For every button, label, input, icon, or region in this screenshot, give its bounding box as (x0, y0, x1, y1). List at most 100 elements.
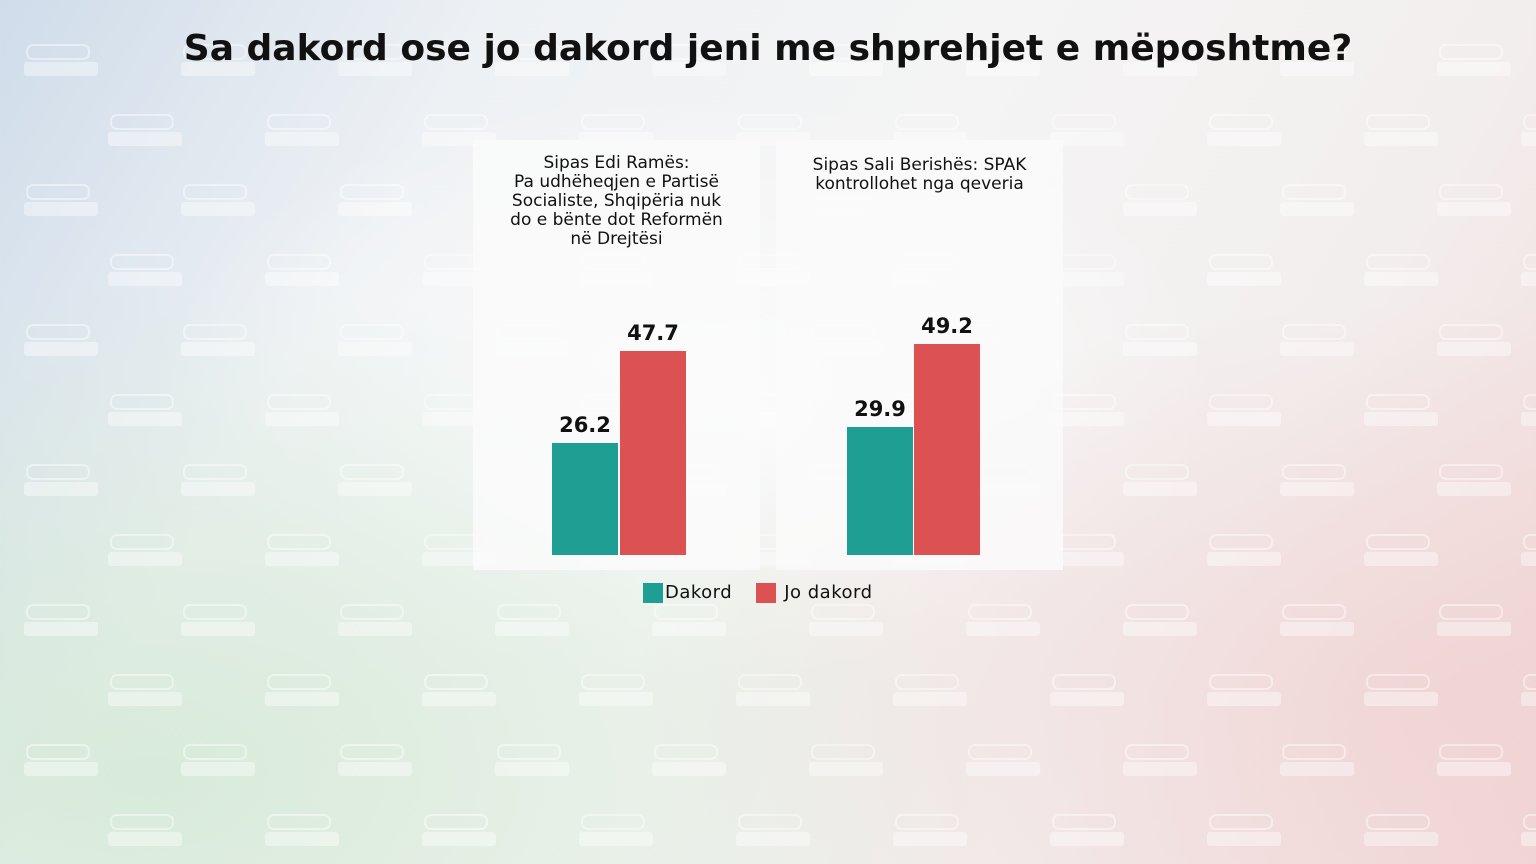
legend-swatch-jo-dakord (756, 582, 777, 603)
watermark-logo (24, 180, 102, 220)
watermark-logo (181, 600, 259, 640)
legend-label-dakord: Dakord (665, 582, 733, 603)
panel-rama: Sipas Edi Ramës: Pa udhëheqjen e Partisë… (473, 140, 760, 570)
watermark-logo (1280, 180, 1358, 220)
watermark-logo (422, 670, 500, 710)
watermark-logo (1123, 600, 1201, 640)
watermark-logo (893, 670, 971, 710)
watermark-logo (1521, 530, 1536, 570)
watermark-logo (1364, 250, 1442, 290)
watermark-logo (1050, 670, 1128, 710)
watermark-logo (966, 600, 1044, 640)
chart-title: Sa dakord ose jo dakord jeni me shprehje… (183, 28, 1353, 69)
watermark-logo (579, 670, 657, 710)
panel-berisha: Sipas Sali Berishës: SPAK kontrollohet n… (776, 140, 1063, 570)
watermark-logo (181, 40, 259, 80)
watermark-logo (652, 40, 730, 80)
watermark-logo (1437, 460, 1515, 500)
watermark-logo (338, 320, 416, 360)
watermark-logo (1123, 740, 1201, 780)
watermark-logo (181, 740, 259, 780)
watermark-logo (736, 810, 814, 850)
legend-label-jo-dakord: Jo dakord (784, 582, 873, 603)
watermark-logo (1364, 390, 1442, 430)
watermark-logo (1207, 250, 1285, 290)
watermark-logo (495, 600, 573, 640)
watermark-logo (338, 600, 416, 640)
data-label: 26.2 (559, 412, 611, 437)
watermark-logo (108, 390, 186, 430)
watermark-logo (1364, 670, 1442, 710)
watermark-logo (265, 390, 343, 430)
watermark-logo (1521, 390, 1536, 430)
watermark-logo (809, 40, 887, 80)
watermark-logo (108, 670, 186, 710)
watermark-logo (579, 810, 657, 850)
watermark-logo (1437, 740, 1515, 780)
watermark-logo (24, 600, 102, 640)
watermark-logo (652, 600, 730, 640)
legend-swatch-dakord (643, 582, 663, 603)
watermark-logo (1521, 670, 1536, 710)
watermark-logo (181, 180, 259, 220)
watermark-logo (1364, 530, 1442, 570)
watermark-logo (1207, 530, 1285, 570)
watermark-logo (338, 460, 416, 500)
watermark-logo (338, 40, 416, 80)
watermark-logo (736, 670, 814, 710)
legend: Dakord Jo dakord (643, 582, 873, 603)
watermark-logo (495, 740, 573, 780)
watermark-logo (108, 250, 186, 290)
watermark-logo (1280, 40, 1358, 80)
data-label: 47.7 (627, 320, 679, 345)
watermark-logo (1280, 740, 1358, 780)
watermark-logo (24, 320, 102, 360)
watermark-logo (1123, 460, 1201, 500)
watermark-logo (265, 810, 343, 850)
watermark-logo (265, 110, 343, 150)
watermark-logo (1280, 460, 1358, 500)
watermark-logo (495, 40, 573, 80)
watermark-logo (24, 460, 102, 500)
watermark-logo (1050, 810, 1128, 850)
watermark-logo (265, 530, 343, 570)
watermark-logo (1521, 810, 1536, 850)
watermark-logo (1050, 110, 1128, 150)
watermark-logo (108, 110, 186, 150)
watermark-logo (1207, 810, 1285, 850)
watermark-logo (422, 810, 500, 850)
watermark-logo (24, 740, 102, 780)
watermark-logo (265, 670, 343, 710)
watermark-logo (1437, 40, 1515, 80)
watermark-logo (265, 250, 343, 290)
data-label: 49.2 (921, 314, 973, 339)
data-label: 29.9 (854, 397, 906, 422)
bar-dakord (847, 427, 913, 555)
watermark-logo (966, 740, 1044, 780)
watermark-logo (108, 810, 186, 850)
bar-jo-dakord (620, 350, 686, 555)
watermark-logo (1123, 320, 1201, 360)
watermark-logo (338, 740, 416, 780)
watermark-logo (652, 740, 730, 780)
watermark-logo (338, 180, 416, 220)
watermark-logo (1207, 390, 1285, 430)
watermark-logo (1521, 250, 1536, 290)
panel-title: Sipas Edi Ramës: Pa udhëheqjen e Partisë… (510, 153, 723, 249)
watermark-logo (1207, 110, 1285, 150)
watermark-logo (1123, 40, 1201, 80)
bar-dakord (552, 442, 618, 555)
watermark-logo (1364, 810, 1442, 850)
bar-jo-dakord (914, 344, 980, 555)
watermark-logo (809, 740, 887, 780)
watermark-logo (1437, 180, 1515, 220)
watermark-logo (1437, 320, 1515, 360)
watermark-logo (1364, 110, 1442, 150)
watermark-logo (108, 530, 186, 570)
watermark-logo (1123, 180, 1201, 220)
watermark-logo (181, 320, 259, 360)
watermark-logo (24, 40, 102, 80)
panel-title: Sipas Sali Berishës: SPAK kontrollohet n… (812, 155, 1027, 194)
watermark-logo (1280, 320, 1358, 360)
